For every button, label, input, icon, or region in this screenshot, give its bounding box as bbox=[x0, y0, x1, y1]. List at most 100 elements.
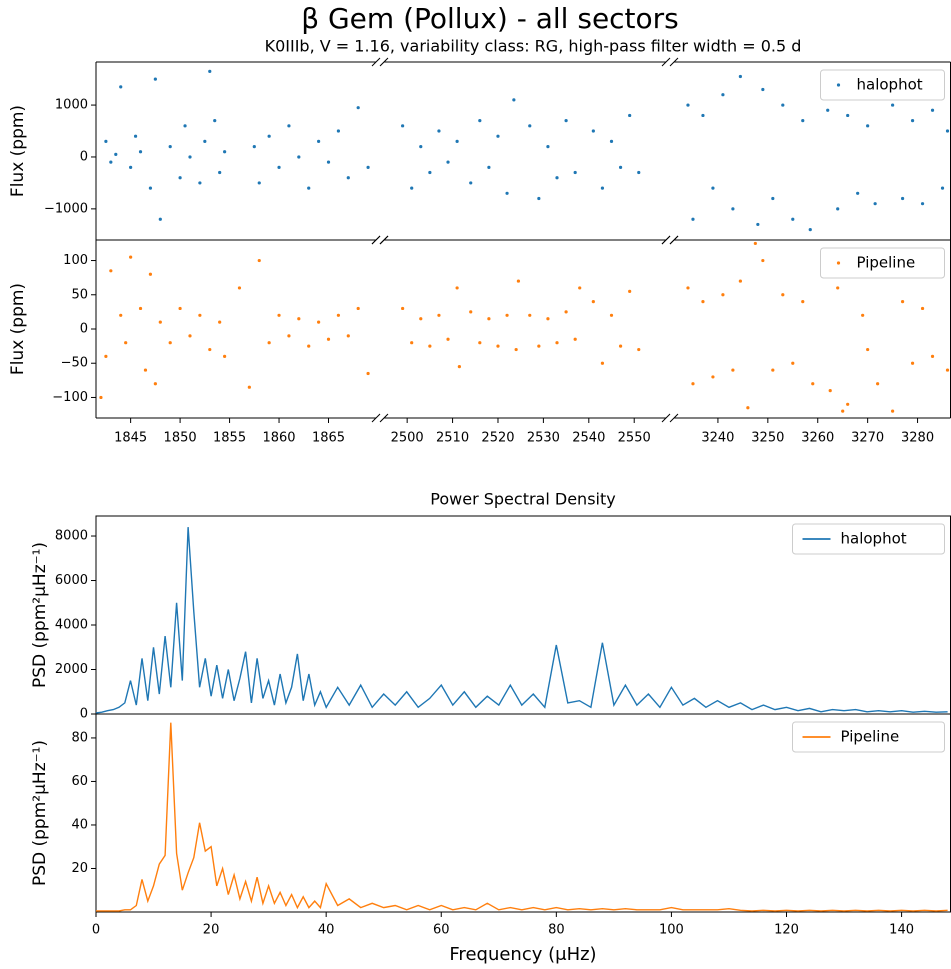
x-tick-label: 1855 bbox=[213, 431, 246, 446]
data-point bbox=[920, 306, 925, 311]
data-point bbox=[945, 368, 950, 372]
data-point bbox=[910, 119, 915, 123]
figure-title: β Gem (Pollux) - all sectors bbox=[301, 2, 679, 35]
psd-line bbox=[95, 527, 948, 714]
data-point bbox=[753, 241, 757, 246]
y-tick-label: 0 bbox=[80, 322, 88, 337]
y-tick-label: 0 bbox=[80, 149, 88, 164]
data-point bbox=[637, 347, 641, 352]
data-point bbox=[446, 160, 450, 164]
data-point bbox=[528, 313, 532, 317]
data-point bbox=[223, 354, 227, 358]
data-point bbox=[469, 310, 473, 314]
legend-label: Pipeline bbox=[841, 728, 900, 746]
axis-break bbox=[669, 413, 679, 423]
data-point bbox=[203, 139, 207, 143]
data-point bbox=[761, 258, 765, 263]
data-point bbox=[148, 272, 153, 276]
y-tick-label: 100 bbox=[63, 253, 88, 268]
data-point bbox=[437, 313, 441, 317]
data-point bbox=[119, 313, 123, 317]
data-point bbox=[761, 87, 765, 92]
data-point bbox=[628, 113, 632, 118]
x-tick-label: 3280 bbox=[901, 431, 934, 446]
data-point bbox=[317, 320, 321, 324]
data-point bbox=[223, 150, 227, 154]
data-point bbox=[836, 207, 840, 211]
x-tick-label: 1865 bbox=[312, 431, 345, 446]
axis-break bbox=[371, 413, 381, 423]
data-point bbox=[738, 279, 742, 283]
data-point bbox=[104, 354, 108, 358]
y-tick-label: −1000 bbox=[44, 201, 88, 216]
data-point bbox=[346, 334, 350, 338]
data-point bbox=[781, 103, 785, 107]
data-point bbox=[578, 286, 582, 290]
data-point bbox=[178, 306, 182, 311]
x-tick-label: 120 bbox=[774, 923, 799, 938]
data-point bbox=[756, 222, 760, 227]
data-point bbox=[505, 313, 509, 317]
data-point bbox=[591, 300, 595, 304]
data-point bbox=[691, 382, 695, 386]
data-point bbox=[591, 129, 595, 133]
data-point bbox=[496, 344, 500, 348]
data-point bbox=[564, 119, 568, 123]
data-point bbox=[721, 293, 725, 297]
data-point bbox=[188, 155, 192, 159]
data-point bbox=[738, 74, 742, 79]
data-point bbox=[119, 85, 123, 89]
x-tick-label: 20 bbox=[203, 923, 220, 938]
data-point bbox=[336, 129, 341, 133]
data-point bbox=[910, 361, 915, 365]
data-point bbox=[828, 389, 832, 393]
x-tick-label: 1845 bbox=[114, 431, 147, 446]
x-tick-label: 3240 bbox=[701, 431, 734, 446]
data-point bbox=[287, 124, 291, 128]
data-point bbox=[866, 124, 870, 128]
data-point bbox=[218, 170, 222, 175]
y-tick-label: −50 bbox=[61, 356, 88, 371]
data-point bbox=[326, 337, 331, 341]
data-point bbox=[686, 286, 690, 290]
data-point bbox=[218, 320, 222, 324]
data-point bbox=[138, 150, 143, 154]
legend-box bbox=[792, 523, 945, 555]
data-point bbox=[252, 144, 256, 149]
x-tick-label: 60 bbox=[433, 923, 450, 938]
y-tick-label: 40 bbox=[71, 817, 88, 832]
data-point bbox=[188, 334, 192, 338]
data-point bbox=[277, 165, 281, 169]
y-tick-label: 0 bbox=[80, 707, 88, 722]
data-point bbox=[637, 170, 641, 175]
x-axis-label: Frequency (μHz) bbox=[449, 944, 596, 965]
data-point bbox=[555, 341, 559, 345]
data-point bbox=[600, 361, 605, 365]
data-point bbox=[487, 317, 491, 321]
data-point bbox=[826, 108, 830, 112]
data-point bbox=[455, 286, 459, 290]
data-point bbox=[356, 106, 360, 110]
data-point bbox=[366, 371, 370, 376]
axis-break bbox=[661, 235, 671, 245]
y-tick-label: 60 bbox=[71, 774, 88, 789]
x-tick-label: 40 bbox=[318, 923, 335, 938]
legend-label: Pipeline bbox=[857, 254, 916, 272]
data-point bbox=[153, 77, 157, 81]
y-axis-label: Flux (ppm) bbox=[8, 105, 28, 197]
data-point bbox=[129, 165, 133, 169]
data-point bbox=[555, 176, 559, 180]
y-axis-label: Flux (ppm) bbox=[8, 283, 28, 375]
data-point bbox=[609, 313, 614, 317]
data-point bbox=[771, 368, 775, 372]
data-point bbox=[267, 341, 271, 345]
figure-subtitle: K0IIIb, V = 1.16, variability class: RG,… bbox=[265, 37, 802, 56]
data-point bbox=[836, 286, 840, 290]
data-point bbox=[891, 103, 895, 107]
x-tick-label: 3270 bbox=[851, 431, 884, 446]
data-point bbox=[537, 196, 541, 201]
data-point bbox=[808, 228, 812, 232]
data-point bbox=[861, 313, 865, 317]
x-tick-label: 3250 bbox=[751, 431, 784, 446]
data-point bbox=[546, 317, 550, 321]
